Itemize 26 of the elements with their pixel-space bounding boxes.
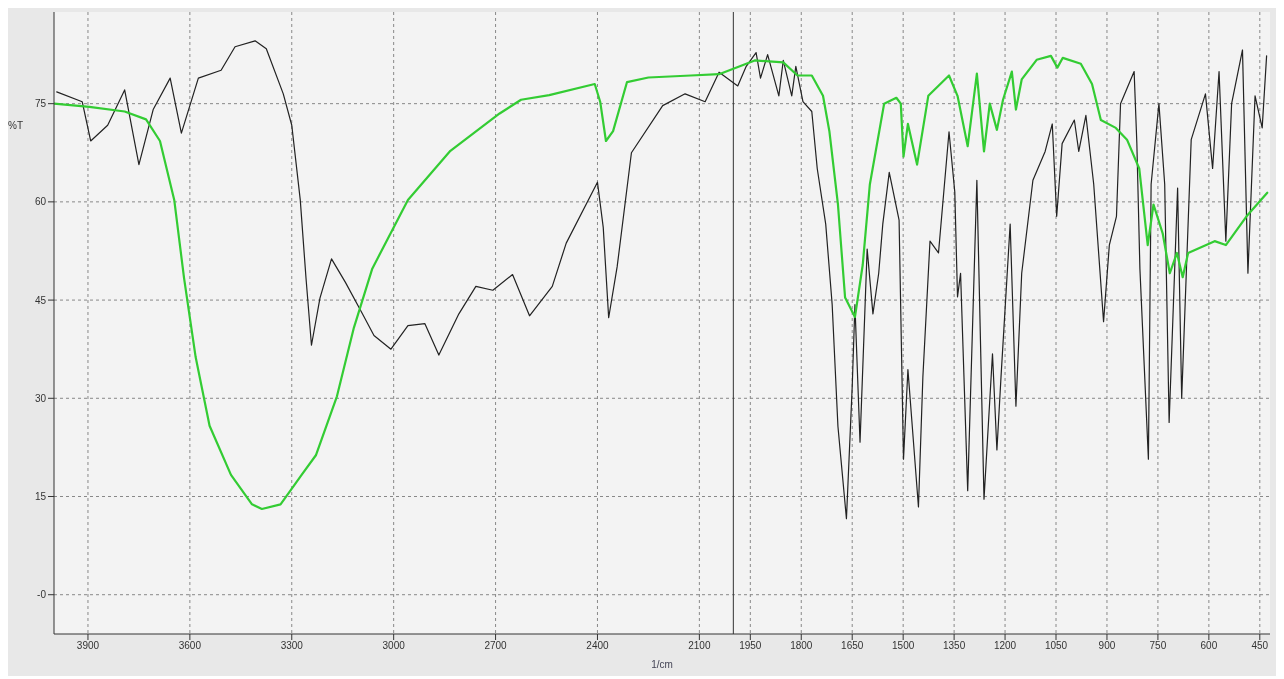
x-tick-label: 2400 bbox=[586, 640, 610, 652]
x-tick-label: 1650 bbox=[841, 640, 864, 652]
x-tick-label: 3300 bbox=[280, 640, 304, 652]
x-tick-label: 900 bbox=[1098, 640, 1116, 652]
x-tick-label: 1500 bbox=[892, 640, 915, 652]
x-tick-label: 600 bbox=[1200, 640, 1218, 652]
x-tick-label: 1050 bbox=[1044, 640, 1068, 652]
x-tick-label: 1800 bbox=[790, 640, 813, 652]
x-axis-title: 1/cm bbox=[651, 659, 673, 670]
x-tick-label: 2700 bbox=[484, 640, 508, 652]
x-tick-label: 1950 bbox=[739, 640, 762, 652]
y-tick-label: 15 bbox=[34, 491, 47, 503]
x-tick-label: 3900 bbox=[76, 640, 100, 652]
x-tick-label: 750 bbox=[1149, 640, 1167, 652]
x-tick-label: 2100 bbox=[688, 640, 711, 652]
y-tick-label: 30 bbox=[34, 392, 47, 404]
x-tick-label: 3600 bbox=[178, 640, 202, 652]
y-tick-label: 45 bbox=[34, 294, 47, 306]
x-tick-label: 3000 bbox=[382, 640, 406, 652]
x-tick-label: 1350 bbox=[942, 640, 966, 652]
y-tick-label: 60 bbox=[34, 196, 47, 208]
y-axis-title: %T bbox=[8, 120, 23, 132]
x-tick-label: 450 bbox=[1251, 640, 1269, 652]
y-tick-label: -0 bbox=[37, 589, 47, 601]
y-tick-label: 75 bbox=[34, 98, 47, 110]
x-tick-label: 1200 bbox=[993, 640, 1017, 652]
